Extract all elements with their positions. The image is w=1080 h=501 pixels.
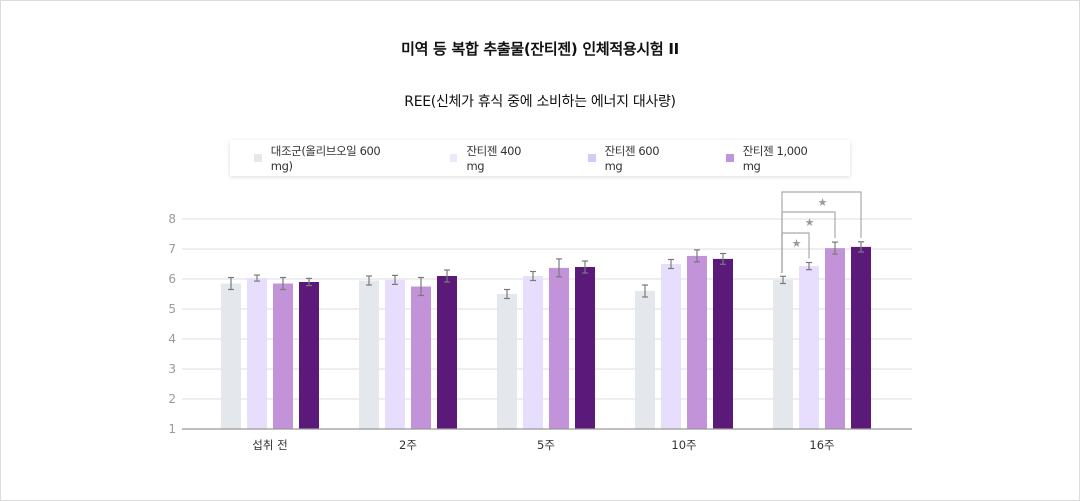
bar <box>825 248 845 429</box>
bar <box>221 283 241 429</box>
bar <box>661 264 681 429</box>
legend-label: 잔티젠 600 mg <box>604 144 660 173</box>
legend-item-600mg[interactable]: 잔티젠 600 mg <box>587 143 678 173</box>
chart-title: 미역 등 복합 추출물(잔티젠) 인체적용시험 II <box>401 40 679 58</box>
x-category-label: 10주 <box>671 438 696 452</box>
legend-swatch-icon <box>725 154 734 162</box>
x-category-label: 5주 <box>537 438 555 452</box>
bar <box>575 267 595 429</box>
star-icon: ★ <box>792 237 802 250</box>
bar <box>359 280 379 429</box>
x-category-label: 섭취 전 <box>252 438 287 452</box>
significance-bracket <box>781 191 862 273</box>
bar <box>523 276 543 429</box>
legend-item-1000mg[interactable]: 잔티젠 1,000 mg <box>725 143 826 173</box>
y-tick-label: 4 <box>168 332 176 346</box>
x-axis-labels: 섭취 전 2주 5주 10주 16주 <box>252 438 834 452</box>
bar <box>635 291 655 429</box>
x-category-label: 2주 <box>399 438 417 452</box>
bar <box>549 267 569 429</box>
bar <box>437 276 457 429</box>
bar <box>411 286 431 429</box>
legend-item-control[interactable]: 대조군(올리브오일 600 mg) <box>254 143 402 173</box>
bar <box>273 283 293 429</box>
bar-series <box>221 246 871 429</box>
significance-brackets: ★★★ <box>781 191 862 273</box>
star-icon: ★ <box>818 196 828 209</box>
bar <box>713 258 733 429</box>
legend-swatch-icon <box>449 154 458 162</box>
legend-label: 대조군(올리브오일 600 mg) <box>270 144 381 173</box>
y-tick-label: 2 <box>168 392 176 406</box>
y-tick-label: 5 <box>168 302 176 316</box>
y-tick-label: 6 <box>168 272 176 286</box>
legend-item-400mg[interactable]: 잔티젠 400 mg <box>449 143 540 173</box>
y-tick-label: 7 <box>168 242 176 256</box>
y-axis-ticks: 1 2 3 4 5 6 7 8 <box>168 212 176 436</box>
bar <box>773 279 793 429</box>
legend-label: 잔티젠 1,000 mg <box>742 144 808 173</box>
y-tick-label: 8 <box>168 212 176 226</box>
legend-swatch-icon <box>587 154 596 162</box>
legend-swatch-icon <box>254 154 262 162</box>
bar <box>851 246 871 429</box>
y-tick-label: 3 <box>168 362 176 376</box>
star-icon: ★ <box>805 216 815 229</box>
legend: 대조군(올리브오일 600 mg) 잔티젠 400 mg 잔티젠 600 mg … <box>230 140 850 176</box>
bar <box>687 255 707 429</box>
chart-subtitle: REE(신체가 휴식 중에 소비하는 에너지 대사량) <box>404 94 676 110</box>
error-bars <box>228 241 864 300</box>
bar <box>799 266 819 429</box>
legend-label: 잔티젠 400 mg <box>466 144 521 173</box>
y-tick-label: 1 <box>168 422 176 436</box>
bar <box>497 294 517 429</box>
bar <box>299 282 319 429</box>
x-category-label: 16주 <box>809 438 834 452</box>
bar <box>247 278 267 429</box>
bar <box>385 279 405 429</box>
